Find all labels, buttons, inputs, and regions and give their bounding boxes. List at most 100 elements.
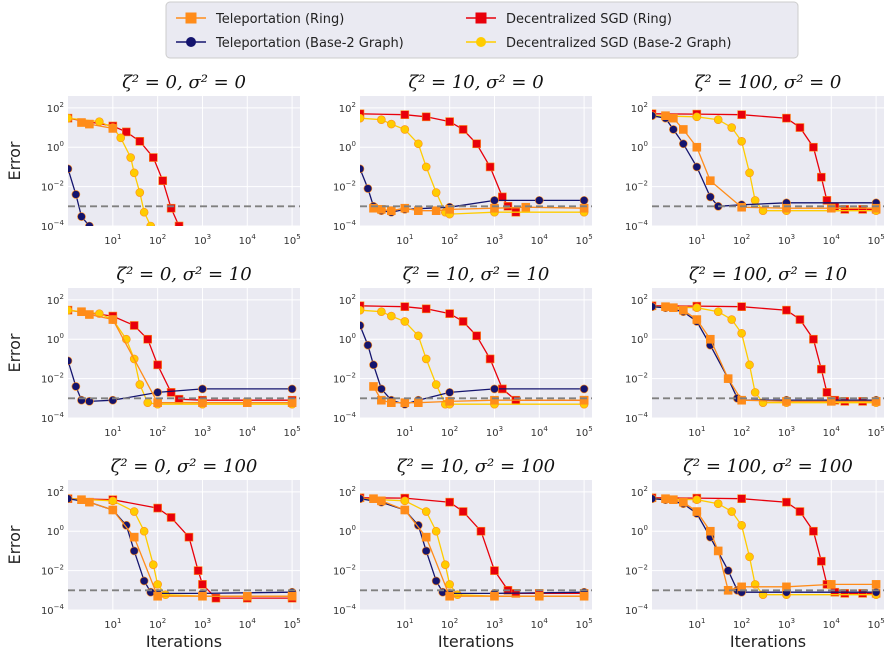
y-tick-label: 10−4 bbox=[333, 603, 357, 617]
data-point bbox=[795, 507, 805, 516]
data-point bbox=[68, 113, 73, 123]
data-point bbox=[85, 497, 94, 507]
y-tick-label: 10−4 bbox=[625, 219, 649, 233]
x-tick-label: 101 bbox=[396, 425, 413, 439]
y-axis-label: Error bbox=[5, 525, 24, 564]
data-point bbox=[706, 334, 715, 344]
y-tick-label: 10−2 bbox=[333, 180, 356, 194]
y-tick-label: 10−2 bbox=[41, 372, 64, 386]
series-line bbox=[360, 168, 585, 213]
legend-frame bbox=[165, 1, 799, 59]
data-point bbox=[445, 497, 454, 507]
x-axis-label: Iterations bbox=[730, 632, 806, 651]
data-point bbox=[369, 494, 378, 503]
data-point bbox=[166, 513, 176, 522]
data-point bbox=[363, 184, 373, 193]
data-point bbox=[661, 111, 670, 120]
y-tick-exponent: 2 bbox=[60, 101, 64, 109]
x-tick-label: 102 bbox=[149, 233, 166, 247]
legend-label: Decentralized SGD (Base-2 Graph) bbox=[506, 36, 731, 51]
data-point bbox=[472, 139, 481, 149]
data-point bbox=[440, 560, 450, 569]
data-point bbox=[211, 593, 221, 603]
data-point bbox=[826, 397, 836, 406]
y-tick-label: 10−4 bbox=[625, 603, 649, 617]
y-tick-label: 10−4 bbox=[41, 603, 65, 617]
data-point bbox=[817, 364, 826, 374]
data-point bbox=[817, 556, 826, 566]
data-point bbox=[77, 212, 86, 221]
data-point bbox=[661, 494, 670, 503]
y-tick-label: 100 bbox=[631, 524, 648, 538]
y-tick-exponent: 0 bbox=[60, 140, 64, 148]
legend: Teleportation (Ring) Decentralized SGD (R… bbox=[165, 1, 799, 59]
y-tick-label: 100 bbox=[47, 332, 64, 346]
data-point bbox=[360, 109, 365, 119]
data-point bbox=[287, 398, 297, 407]
y-tick-label: 100 bbox=[339, 140, 356, 154]
data-point bbox=[108, 505, 118, 515]
data-point bbox=[737, 202, 746, 212]
x-tick-exponent: 5 bbox=[880, 425, 884, 433]
data-point bbox=[421, 354, 431, 364]
series-line bbox=[68, 168, 90, 226]
data-point bbox=[782, 497, 791, 507]
data-point bbox=[795, 315, 805, 324]
series-line bbox=[68, 498, 293, 599]
data-point bbox=[826, 203, 836, 213]
data-point bbox=[421, 546, 431, 556]
x-tick-exponent: 2 bbox=[746, 617, 750, 625]
series-group bbox=[652, 301, 881, 407]
data-point bbox=[68, 164, 73, 174]
data-point bbox=[782, 203, 791, 213]
x-tick-exponent: 3 bbox=[791, 233, 795, 241]
data-point bbox=[108, 496, 118, 506]
data-point bbox=[490, 203, 499, 213]
x-tick-label: 103 bbox=[778, 233, 795, 247]
x-tick-exponent: 4 bbox=[835, 617, 840, 625]
y-tick-label: 10−2 bbox=[41, 180, 64, 194]
x-tick-exponent: 4 bbox=[835, 425, 840, 433]
data-point bbox=[458, 507, 468, 516]
y-tick-label: 100 bbox=[47, 524, 64, 538]
data-point bbox=[723, 566, 733, 575]
y-axis-label: Error bbox=[5, 333, 24, 372]
data-point bbox=[198, 591, 207, 601]
data-point bbox=[795, 123, 805, 132]
data-point bbox=[490, 384, 499, 394]
data-point bbox=[377, 384, 386, 394]
data-point bbox=[129, 507, 139, 516]
series-group bbox=[360, 109, 589, 219]
data-point bbox=[122, 127, 131, 137]
data-point bbox=[737, 521, 746, 530]
data-point bbox=[858, 589, 867, 598]
data-point bbox=[445, 117, 454, 126]
data-point bbox=[414, 331, 423, 341]
x-tick-label: 102 bbox=[733, 233, 750, 247]
data-point bbox=[445, 388, 454, 397]
y-tick-exponent: −2 bbox=[54, 372, 64, 380]
data-point bbox=[458, 317, 468, 326]
x-tick-label: 102 bbox=[441, 425, 458, 439]
data-point bbox=[414, 398, 423, 407]
data-point bbox=[692, 507, 702, 516]
data-point bbox=[414, 139, 423, 149]
panel-title: ζ² = 100, σ² = 100 bbox=[683, 456, 853, 477]
plot-area bbox=[68, 288, 300, 418]
data-point bbox=[652, 494, 657, 503]
data-point bbox=[661, 302, 670, 311]
x-tick-label: 103 bbox=[194, 425, 211, 439]
x-tick-label: 102 bbox=[149, 617, 166, 631]
x-tick-exponent: 2 bbox=[454, 233, 458, 241]
series-line bbox=[652, 115, 877, 212]
data-point bbox=[71, 190, 81, 199]
data-point bbox=[692, 142, 702, 152]
x-tick-exponent: 5 bbox=[588, 233, 592, 241]
x-tick-exponent: 1 bbox=[409, 425, 413, 433]
data-point bbox=[77, 118, 86, 127]
x-tick-exponent: 2 bbox=[162, 425, 166, 433]
data-point bbox=[387, 206, 396, 215]
